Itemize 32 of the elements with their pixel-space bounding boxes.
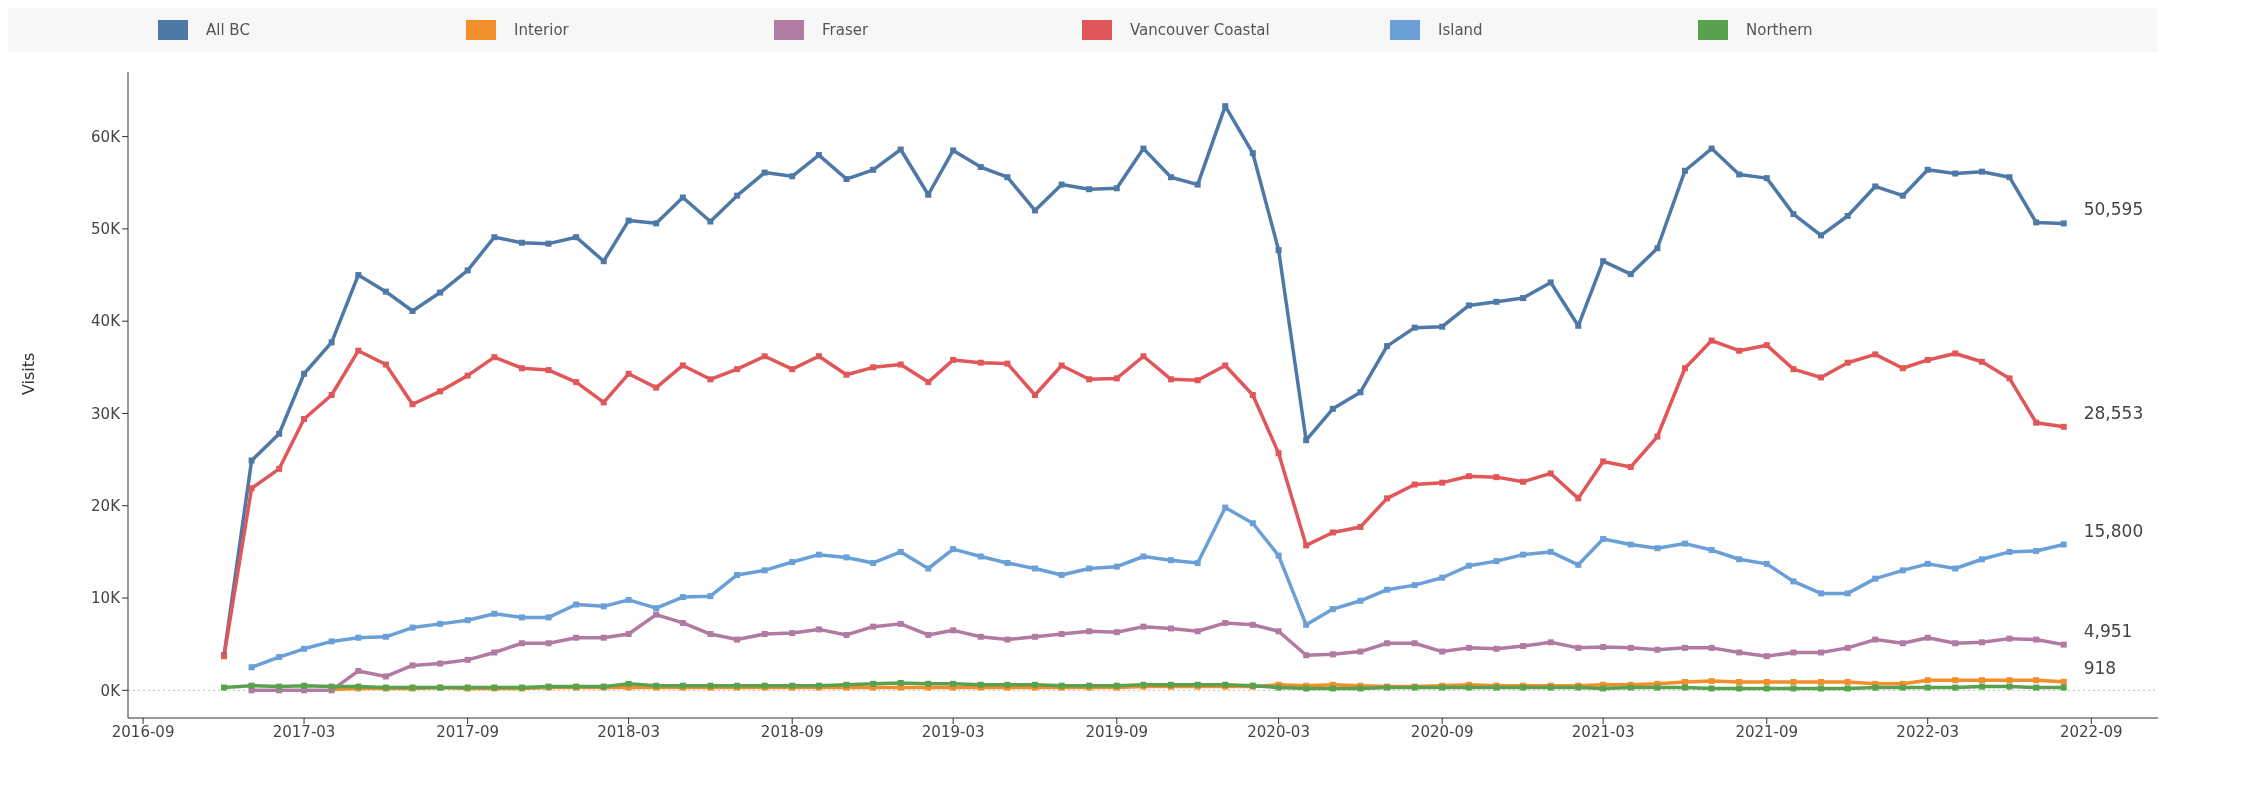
x-tick-label: 2019-09	[1085, 722, 1149, 741]
x-tick-label: 2018-09	[760, 722, 824, 741]
x-tick-label: 2018-03	[597, 722, 660, 741]
y-tick-label: 50K	[91, 220, 122, 239]
x-tick-label: 2021-03	[1571, 722, 1635, 741]
y-tick-label: 40K	[91, 312, 122, 331]
data-label: 28,553	[2083, 402, 2144, 423]
legend-label: Vancouver Coastal	[1130, 21, 1270, 39]
x-tick-label: 2020-03	[1247, 722, 1310, 741]
x-tick-label: 2017-03	[272, 722, 336, 741]
data-label: 4,951	[2083, 620, 2133, 641]
y-axis-title: Visits	[18, 352, 38, 395]
y-tick-label: 60K	[91, 127, 122, 146]
legend-label: Northern	[1746, 21, 1813, 39]
data-label: 50,595	[2083, 199, 2144, 220]
x-tick-label: 2019-03	[921, 722, 985, 741]
x-tick-label: 2017-09	[436, 722, 500, 741]
x-tick-label: 2021-09	[1735, 722, 1799, 741]
data-label: 918	[2083, 657, 2117, 678]
x-tick-label: 2016-09	[111, 722, 175, 741]
legend-label: All BC	[206, 21, 250, 39]
y-tick-label: 10K	[91, 589, 122, 608]
y-tick-label: 20K	[91, 497, 122, 516]
x-tick-label: 2022-09	[2059, 722, 2123, 741]
x-tick-label: 2020-09	[1410, 722, 1474, 741]
legend-label: Interior	[514, 21, 569, 39]
legend-label: Fraser	[822, 21, 869, 39]
y-tick-label: 0K	[100, 681, 122, 700]
x-tick-label: 2022-03	[1896, 722, 1960, 741]
legend-label: Island	[1438, 21, 1483, 39]
data-label: 15,800	[2083, 520, 2144, 541]
y-tick-label: 30K	[91, 404, 122, 423]
